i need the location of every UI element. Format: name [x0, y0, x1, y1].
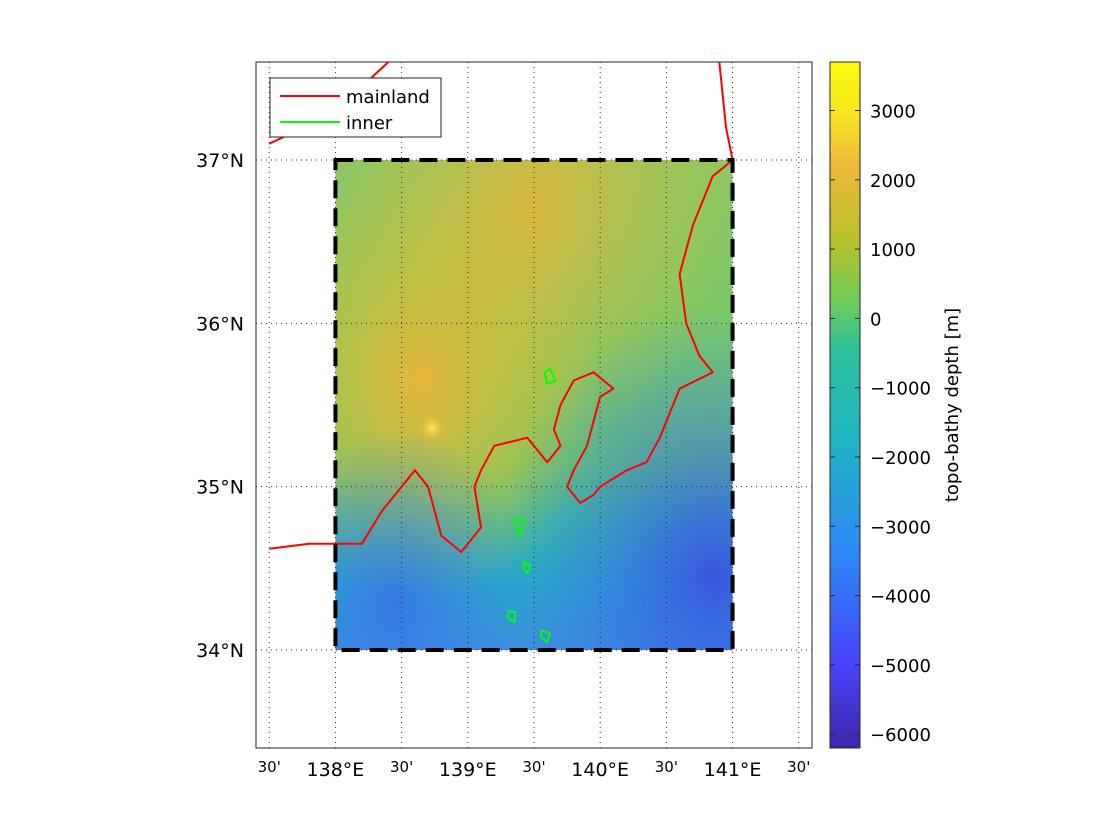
colorbar-tick-label: 1000 — [870, 240, 916, 261]
colorbar: 3000 2000 1000 0 −1000 −2000 −3000 −4000 −5000 −6… — [829, 61, 963, 749]
lon-tick-label: 30' — [522, 758, 545, 776]
lon-tick-label: 139°E — [439, 759, 497, 781]
lat-tick-label: 34°N — [196, 640, 244, 662]
lon-tick-label: 30' — [655, 758, 678, 776]
colorbar-tick-label: −1000 — [870, 379, 931, 400]
terrain-layer — [335, 160, 733, 650]
axis-ticks: 30' 138°E 30' 139°E 30' 140°E 30' 141°E 30' 34°N 3… — [196, 150, 810, 781]
colorbar-tick-label: −3000 — [870, 517, 931, 538]
summit-highlight — [418, 413, 447, 442]
colorbar-tick-label: 3000 — [870, 102, 916, 123]
colorbar-tick-label: −5000 — [870, 656, 931, 677]
colorbar-gradient — [829, 61, 861, 749]
lat-tick-label: 37°N — [196, 150, 244, 172]
domain-box — [333, 158, 735, 652]
lon-tick-label: 140°E — [571, 759, 629, 781]
legend-inner-label: inner — [346, 113, 393, 134]
colorbar-tick-label: 0 — [870, 309, 881, 330]
lat-tick-label: 35°N — [196, 477, 244, 499]
lon-tick-label: 141°E — [704, 759, 762, 781]
inner-coastline — [506, 609, 517, 624]
colorbar-tick-label: 2000 — [870, 171, 916, 192]
inner-coastline — [513, 518, 525, 537]
inner-coastline — [522, 560, 531, 575]
legend: mainland inner — [269, 77, 442, 138]
topo-bathy-field — [335, 160, 733, 650]
inner-coastline — [539, 629, 551, 643]
mainland-coastline — [269, 62, 734, 553]
colorbar-tick-label: −4000 — [870, 587, 931, 608]
colorbar-tick-label: −6000 — [870, 725, 931, 746]
lon-tick-label: 30' — [390, 758, 413, 776]
lat-tick-label: 36°N — [196, 313, 244, 335]
colorbar-label: topo-bathy depth [m] — [942, 308, 963, 502]
lon-tick-label: 138°E — [307, 759, 365, 781]
legend-mainland-label: mainland — [346, 87, 430, 108]
inner-coastline — [543, 368, 557, 385]
lon-tick-label: 30' — [258, 758, 281, 776]
colorbar-tick-label: −2000 — [870, 448, 931, 469]
colorbar-ticks: 3000 2000 1000 0 −1000 −2000 −3000 −4000 −5000 −6… — [830, 102, 931, 746]
lon-tick-label: 30' — [787, 758, 810, 776]
